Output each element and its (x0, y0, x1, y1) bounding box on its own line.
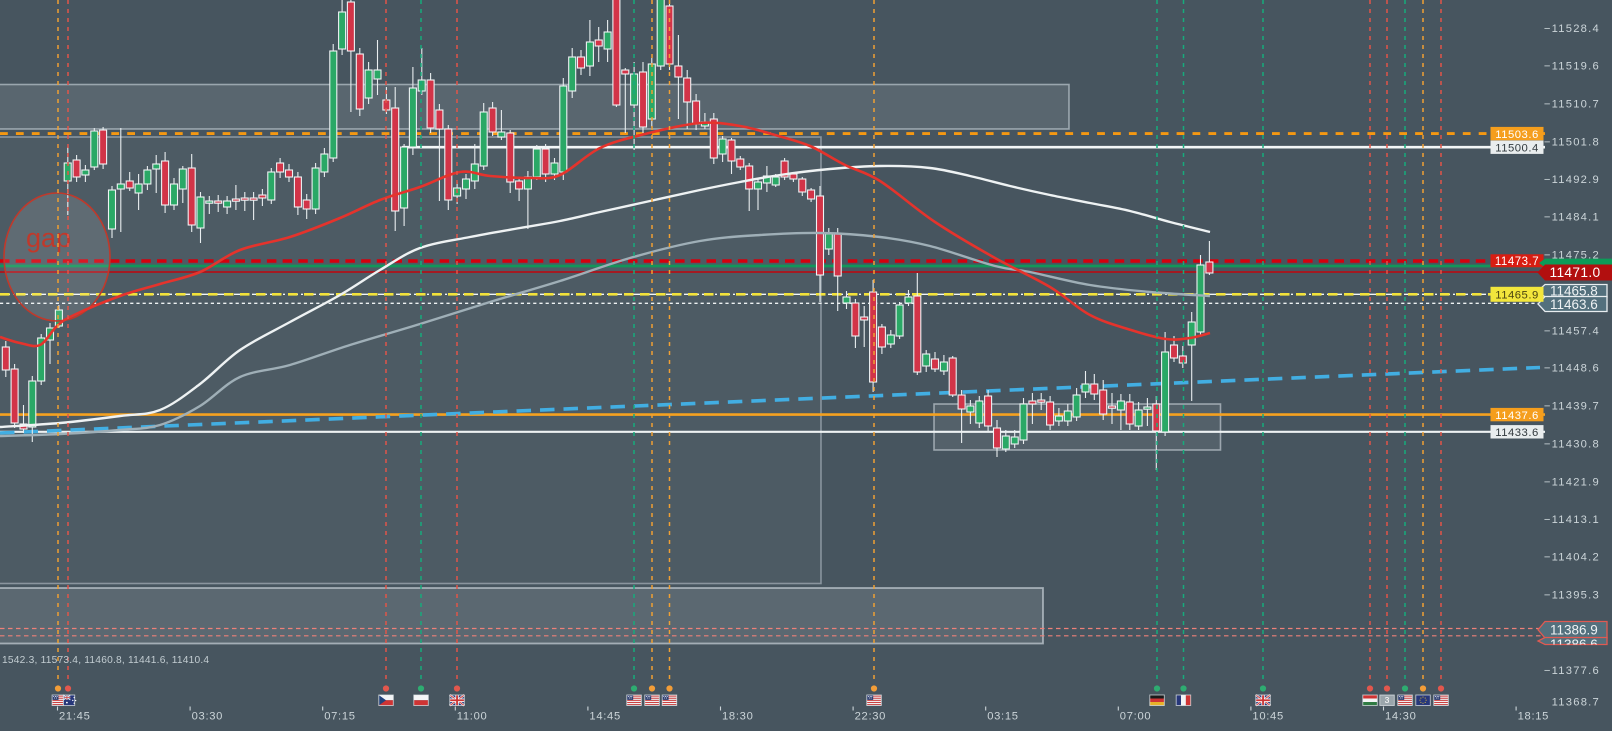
svg-text:−11475.2: −11475.2 (1544, 250, 1600, 262)
svg-text:18:15: 18:15 (1518, 711, 1550, 723)
svg-text:gap: gap (26, 223, 71, 253)
svg-text:11437.6: 11437.6 (1495, 410, 1539, 422)
svg-text:11:00: 11:00 (457, 711, 488, 723)
svg-text:−11501.8: −11501.8 (1544, 136, 1600, 148)
svg-text:22:30: 22:30 (855, 711, 887, 723)
svg-text:−11492.9: −11492.9 (1544, 174, 1600, 186)
svg-text:07:15: 07:15 (324, 711, 356, 723)
svg-text:−11413.1: −11413.1 (1544, 514, 1600, 526)
svg-text:−11519.6: −11519.6 (1544, 61, 1600, 73)
svg-text:−11439.7: −11439.7 (1544, 401, 1600, 413)
svg-text:11465.8: 11465.8 (1550, 284, 1598, 299)
svg-text:11465.9: 11465.9 (1495, 290, 1539, 302)
svg-text:11386.6: 11386.6 (1550, 637, 1598, 652)
svg-text:−11421.9: −11421.9 (1544, 476, 1600, 488)
svg-text:−11430.8: −11430.8 (1544, 439, 1600, 451)
svg-text:11368.7: 11368.7 (1552, 697, 1600, 709)
svg-text:11463.6: 11463.6 (1550, 297, 1598, 312)
svg-text:−11377.6: −11377.6 (1544, 665, 1600, 677)
svg-text:11386.9: 11386.9 (1550, 623, 1598, 638)
svg-text:03:30: 03:30 (192, 711, 224, 723)
svg-text:21:45: 21:45 (59, 711, 91, 723)
svg-text:3: 3 (1385, 695, 1390, 705)
svg-text:03:15: 03:15 (987, 711, 1019, 723)
svg-text:11473.7: 11473.7 (1495, 256, 1539, 268)
svg-text:−11510.7: −11510.7 (1544, 99, 1600, 111)
svg-text:−11484.1: −11484.1 (1544, 212, 1600, 224)
svg-text:1542.3, 11573.4, 11460.8, 1144: 1542.3, 11573.4, 11460.8, 11441.6, 11410… (2, 655, 209, 666)
svg-text:11471.0: 11471.0 (1550, 265, 1601, 280)
svg-text:11503.6: 11503.6 (1495, 129, 1539, 141)
svg-text:−11448.6: −11448.6 (1544, 363, 1600, 375)
svg-text:18:30: 18:30 (722, 711, 754, 723)
svg-text:14:45: 14:45 (589, 711, 621, 723)
svg-text:07:00: 07:00 (1120, 711, 1152, 723)
svg-text:−11528.4: −11528.4 (1544, 23, 1600, 35)
svg-text:10:45: 10:45 (1252, 711, 1284, 723)
svg-text:−11457.4: −11457.4 (1544, 325, 1600, 337)
svg-text:11500.4: 11500.4 (1495, 142, 1539, 154)
svg-text:−11395.3: −11395.3 (1544, 590, 1600, 602)
svg-text:−11404.2: −11404.2 (1544, 552, 1600, 564)
svg-text:11433.6: 11433.6 (1495, 427, 1539, 439)
svg-text:14:30: 14:30 (1385, 711, 1417, 723)
